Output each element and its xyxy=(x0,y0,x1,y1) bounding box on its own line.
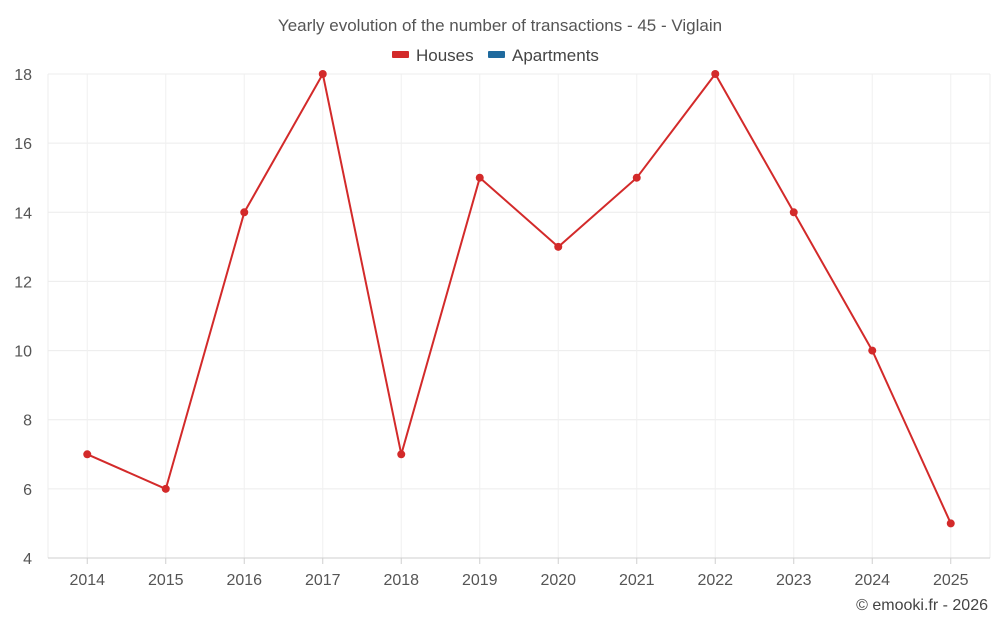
y-tick-label: 6 xyxy=(23,482,32,499)
data-point-houses[interactable] xyxy=(397,450,406,459)
y-tick-label: 8 xyxy=(23,413,32,430)
y-tick-label: 12 xyxy=(14,274,32,291)
data-point-houses[interactable] xyxy=(161,484,170,493)
legend-label-apartments[interactable]: Apartments xyxy=(512,46,599,65)
grid xyxy=(47,73,991,558)
data-point-houses[interactable] xyxy=(789,208,798,217)
x-tick-label: 2021 xyxy=(619,572,655,589)
data-point-houses[interactable] xyxy=(632,173,641,182)
data-point-houses[interactable] xyxy=(83,450,92,459)
x-tick-label: 2023 xyxy=(776,572,812,589)
series-points xyxy=(83,70,955,528)
y-tick-label: 16 xyxy=(14,136,32,153)
x-tick-label: 2014 xyxy=(69,572,105,589)
y-tick-label: 4 xyxy=(23,551,32,568)
credit-text: © emooki.fr - 2026 xyxy=(856,597,988,614)
axes: 4 6 8 10 12 14 16 18 2014 2015 2016 2017 2018 2019 202… xyxy=(14,67,990,589)
x-tick-label: 2020 xyxy=(540,572,576,589)
legend-swatch-apartments xyxy=(488,51,505,58)
x-tick-label: 2025 xyxy=(933,572,969,589)
data-point-houses[interactable] xyxy=(475,173,484,182)
x-tick-label: 2017 xyxy=(305,572,341,589)
data-point-houses[interactable] xyxy=(554,242,563,251)
series-line-houses xyxy=(86,73,952,524)
y-tick-label: 10 xyxy=(14,344,32,361)
data-point-houses[interactable] xyxy=(711,70,720,78)
series-lines xyxy=(86,73,952,524)
data-point-houses[interactable] xyxy=(868,346,877,355)
x-tick-label: 2015 xyxy=(148,572,184,589)
legend-swatch-houses xyxy=(392,51,409,58)
legend-label-houses[interactable]: Houses xyxy=(416,46,474,65)
chart-title: Yearly evolution of the number of transa… xyxy=(278,16,722,35)
data-point-houses[interactable] xyxy=(240,208,249,217)
x-tick-label: 2018 xyxy=(383,572,419,589)
y-tick-label: 14 xyxy=(14,205,32,222)
data-point-houses[interactable] xyxy=(946,519,955,528)
x-tick-label: 2016 xyxy=(226,572,262,589)
x-tick-label: 2019 xyxy=(462,572,498,589)
x-tick-label: 2024 xyxy=(854,572,890,589)
data-point-houses[interactable] xyxy=(318,70,327,78)
x-tick-label: 2022 xyxy=(697,572,733,589)
y-tick-label: 18 xyxy=(14,67,32,84)
legend: Houses Apartments xyxy=(392,46,599,65)
